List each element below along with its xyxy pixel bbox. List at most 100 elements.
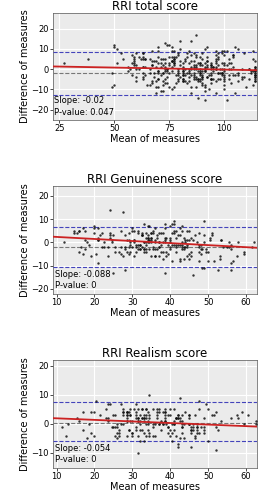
Point	[121, 412, 125, 420]
Point	[187, 414, 191, 422]
Point	[196, 94, 200, 102]
Point	[149, 238, 153, 246]
Point	[147, 412, 152, 420]
Point	[202, 59, 207, 67]
Point	[172, 84, 176, 92]
Point	[141, 53, 145, 61]
Point	[126, 236, 131, 244]
Point	[202, 88, 207, 96]
Point	[176, 78, 180, 86]
Point	[202, 423, 206, 431]
Point	[170, 240, 174, 248]
Point	[187, 65, 191, 73]
Point	[231, 63, 235, 71]
Point	[202, 65, 207, 73]
Point	[183, 55, 187, 63]
Point	[172, 47, 176, 55]
Point	[187, 67, 191, 75]
Point	[151, 243, 155, 251]
Point	[244, 84, 248, 92]
Point	[143, 55, 147, 63]
Point	[222, 74, 227, 82]
Point	[158, 59, 163, 67]
Point	[174, 240, 178, 248]
Point	[142, 248, 146, 256]
Point	[153, 246, 157, 254]
Point	[150, 61, 154, 69]
Point	[191, 74, 196, 82]
Point	[147, 236, 152, 244]
Point	[156, 59, 161, 67]
Point	[141, 49, 145, 57]
Point	[128, 406, 133, 413]
Point	[215, 426, 220, 434]
Point	[187, 412, 191, 420]
Point	[181, 72, 185, 80]
Point	[158, 72, 163, 80]
Point	[161, 61, 165, 69]
Point	[151, 229, 155, 237]
Point	[191, 423, 195, 431]
Point	[161, 88, 165, 96]
Point	[141, 74, 145, 82]
Point	[151, 246, 155, 254]
Point	[161, 229, 165, 237]
Point	[98, 232, 102, 239]
Point	[121, 406, 125, 413]
Point	[125, 67, 130, 75]
Point	[119, 420, 123, 428]
Point	[162, 412, 167, 420]
Point	[216, 76, 220, 84]
Point	[144, 246, 148, 254]
Point	[125, 412, 129, 420]
Point	[211, 67, 215, 75]
Point	[138, 240, 142, 248]
Point	[89, 428, 93, 436]
Point	[98, 412, 102, 420]
Point	[204, 246, 208, 254]
Point	[170, 220, 174, 228]
Point	[83, 236, 87, 244]
Point	[115, 423, 119, 431]
Point	[125, 412, 129, 420]
Point	[157, 420, 161, 428]
Point	[143, 55, 147, 63]
Point	[235, 45, 240, 53]
Point	[162, 406, 167, 413]
Point	[220, 65, 224, 73]
Point	[132, 55, 136, 63]
Point	[112, 82, 116, 90]
Point	[200, 49, 205, 57]
Point	[204, 248, 208, 256]
Point	[189, 37, 194, 45]
Point	[140, 414, 144, 422]
Point	[178, 257, 182, 265]
Point	[181, 67, 185, 75]
Point	[247, 65, 251, 73]
Point	[110, 84, 114, 92]
Point	[156, 76, 161, 84]
Point	[112, 41, 116, 49]
Point	[166, 428, 171, 436]
Point	[169, 43, 174, 51]
Point	[222, 51, 227, 59]
Point	[205, 43, 209, 51]
Point	[189, 84, 194, 92]
Point	[189, 234, 193, 241]
Point	[153, 252, 157, 260]
Point	[149, 234, 153, 241]
Point	[176, 67, 180, 75]
Point	[181, 65, 185, 73]
Title: RRI total score: RRI total score	[112, 0, 198, 12]
Point	[214, 57, 218, 65]
Point	[229, 59, 233, 67]
Point	[150, 78, 154, 86]
Point	[183, 408, 187, 416]
Point	[212, 412, 216, 420]
Point	[253, 63, 257, 71]
Point	[96, 236, 100, 244]
Point	[141, 63, 145, 71]
Point	[198, 53, 202, 61]
Point	[157, 420, 161, 428]
Point	[189, 426, 193, 434]
